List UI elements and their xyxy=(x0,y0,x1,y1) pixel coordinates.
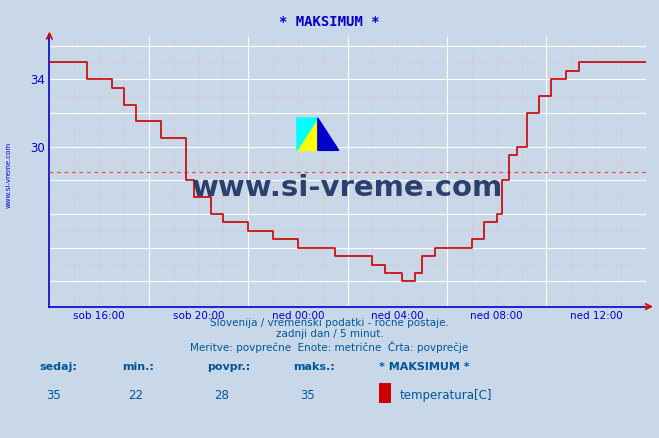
Text: * MAKSIMUM *: * MAKSIMUM * xyxy=(279,15,380,29)
Text: povpr.:: povpr.: xyxy=(208,362,251,372)
Text: maks.:: maks.: xyxy=(293,362,335,372)
Bar xyxy=(297,118,318,150)
Text: * MAKSIMUM *: * MAKSIMUM * xyxy=(379,362,470,372)
Polygon shape xyxy=(318,118,339,150)
Text: Slovenija / vremenski podatki - ročne postaje.: Slovenija / vremenski podatki - ročne po… xyxy=(210,318,449,328)
Text: www.si-vreme.com: www.si-vreme.com xyxy=(192,174,503,202)
Text: www.si-vreme.com: www.si-vreme.com xyxy=(5,142,11,208)
Text: 35: 35 xyxy=(300,389,314,402)
Polygon shape xyxy=(297,118,318,150)
Text: sedaj:: sedaj: xyxy=(40,362,77,372)
Text: 22: 22 xyxy=(129,389,144,402)
Text: 28: 28 xyxy=(214,389,229,402)
Text: zadnji dan / 5 minut.: zadnji dan / 5 minut. xyxy=(275,329,384,339)
Text: 35: 35 xyxy=(46,389,61,402)
Text: Meritve: povprečne  Enote: metrične  Črta: povprečje: Meritve: povprečne Enote: metrične Črta:… xyxy=(190,341,469,353)
Text: temperatura[C]: temperatura[C] xyxy=(400,389,492,402)
Text: min.:: min.: xyxy=(122,362,154,372)
